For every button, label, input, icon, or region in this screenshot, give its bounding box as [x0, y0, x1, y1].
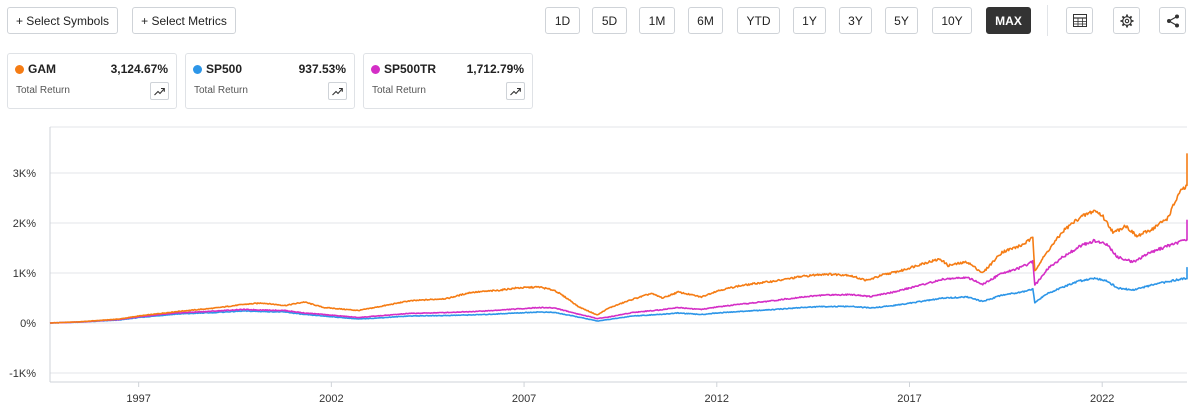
- range-3y-button[interactable]: 3Y: [839, 7, 872, 34]
- range-1y-button[interactable]: 1Y: [793, 7, 826, 34]
- trend-up-icon: [332, 87, 343, 95]
- series-line-sp500: [50, 266, 1188, 324]
- card-value: 937.53%: [298, 62, 346, 76]
- series-color-dot: [371, 65, 380, 74]
- settings-button[interactable]: [1113, 7, 1140, 34]
- range-5y-button[interactable]: 5Y: [885, 7, 918, 34]
- y-tick-label: -1K%: [9, 368, 36, 380]
- y-tick-label: 2K%: [13, 218, 36, 230]
- series-line-gam: [49, 153, 1188, 324]
- series-color-dot: [15, 65, 24, 74]
- x-tick-label: 2007: [512, 393, 536, 405]
- range-5d-button[interactable]: 5D: [592, 7, 627, 34]
- range-1m-button[interactable]: 1M: [639, 7, 675, 34]
- range-max-button[interactable]: MAX: [986, 7, 1031, 34]
- card-metric: Total Return: [372, 85, 426, 96]
- card-symbol: SP500: [206, 62, 243, 76]
- select-symbols-button[interactable]: + Select Symbols: [7, 7, 118, 34]
- card-value: 3,124.67%: [110, 62, 168, 76]
- series-line-sp500tr: [49, 219, 1188, 324]
- x-tick-label: 2022: [1090, 393, 1114, 405]
- toolbar-divider: [1047, 5, 1048, 36]
- y-tick-label: 3K%: [13, 168, 36, 180]
- trend-up-icon: [154, 87, 165, 95]
- gear-icon: [1120, 14, 1133, 27]
- share-button[interactable]: [1159, 7, 1186, 34]
- trend-button[interactable]: [506, 82, 525, 100]
- symbol-card-sp500[interactable]: SP500 937.53% Total Return: [185, 53, 355, 109]
- y-tick-label: 0%: [20, 318, 36, 330]
- trend-button[interactable]: [150, 82, 169, 100]
- card-value: 1,712.79%: [466, 62, 524, 76]
- range-6m-button[interactable]: 6M: [688, 7, 723, 34]
- select-metrics-button[interactable]: + Select Metrics: [132, 7, 236, 34]
- symbol-card-sp500tr[interactable]: SP500TR 1,712.79% Total Return: [363, 53, 533, 109]
- y-tick-label: 1K%: [13, 268, 36, 280]
- total-return-chart[interactable]: 3K% 2K% 1K% 0% -1K% 1997 2002 2007 2012 2017 2022: [0, 120, 1199, 415]
- x-tick-label: 2012: [705, 393, 729, 405]
- table-view-button[interactable]: [1066, 7, 1093, 34]
- range-10y-button[interactable]: 10Y: [932, 7, 972, 34]
- x-tick-label: 2017: [897, 393, 921, 405]
- card-symbol: GAM: [28, 62, 56, 76]
- series-color-dot: [193, 65, 202, 74]
- card-metric: Total Return: [194, 85, 248, 96]
- table-icon: [1072, 14, 1087, 27]
- x-tick-label: 1997: [126, 393, 150, 405]
- range-1d-button[interactable]: 1D: [545, 7, 580, 34]
- range-ytd-button[interactable]: YTD: [737, 7, 780, 34]
- trend-button[interactable]: [328, 82, 347, 100]
- symbol-card-gam[interactable]: GAM 3,124.67% Total Return: [7, 53, 177, 109]
- card-symbol: SP500TR: [384, 62, 437, 76]
- x-tick-label: 2002: [319, 393, 343, 405]
- card-metric: Total Return: [16, 85, 70, 96]
- trend-up-icon: [510, 87, 521, 95]
- share-icon: [1166, 14, 1179, 27]
